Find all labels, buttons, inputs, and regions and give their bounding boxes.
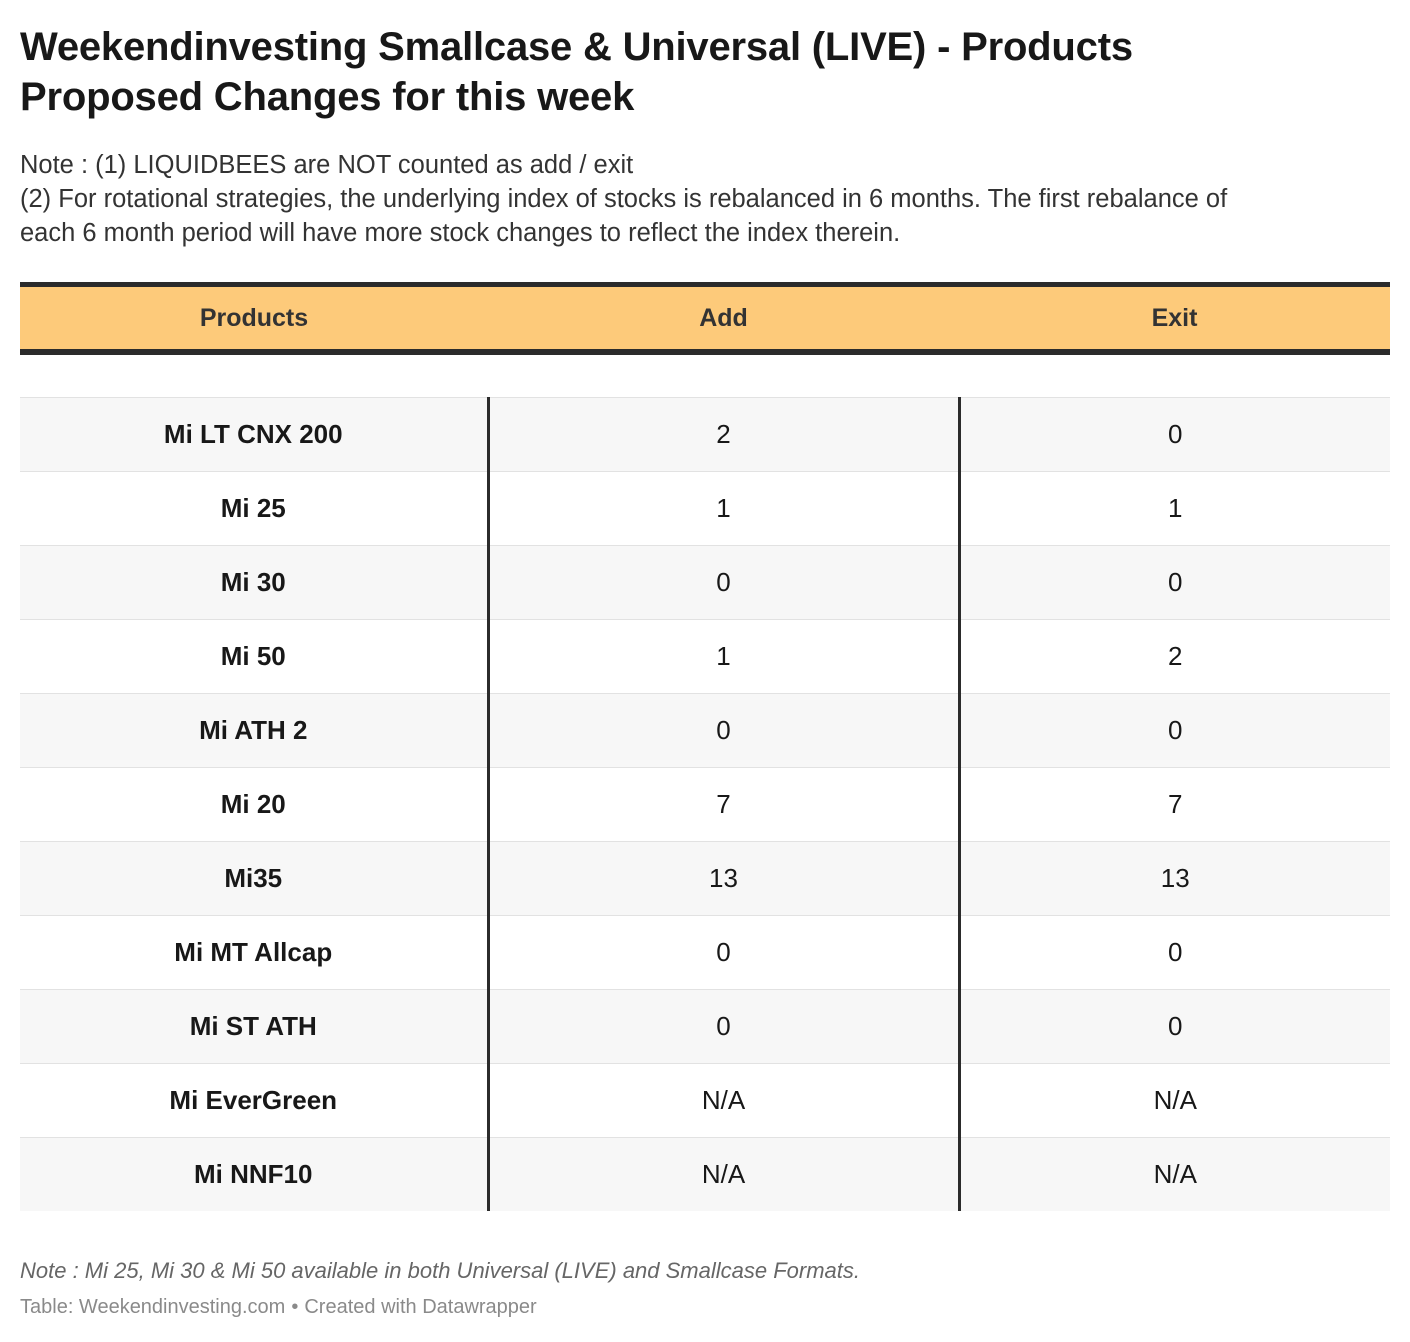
exit-cell: 13: [957, 841, 1390, 916]
table-row: Mi 30 0 0: [20, 545, 1390, 620]
note-line-3: each 6 month period will have more stock…: [20, 219, 901, 247]
changes-table: Products Add Exit Mi LT CNX 200 2 0 Mi 2…: [20, 282, 1390, 1211]
add-cell: N/A: [486, 1137, 959, 1211]
add-cell: 0: [486, 693, 959, 768]
product-cell: Mi ST ATH: [20, 989, 488, 1064]
add-cell: 7: [486, 767, 959, 842]
add-cell: 1: [486, 619, 959, 694]
table-row: Mi 20 7 7: [20, 767, 1390, 842]
table-row: Mi 25 1 1: [20, 471, 1390, 546]
column-header-exit[interactable]: Exit: [959, 282, 1390, 355]
table-row: Mi ST ATH 0 0: [20, 989, 1390, 1064]
add-cell: 1: [486, 471, 959, 546]
table-row: Mi NNF10 N/A N/A: [20, 1137, 1390, 1211]
description-notes: Note : (1) LIQUIDBEES are NOT counted as…: [20, 148, 1390, 250]
exit-cell: 0: [957, 989, 1390, 1064]
exit-cell: 2: [957, 619, 1390, 694]
add-cell: 0: [486, 915, 959, 990]
product-cell: Mi 50: [20, 619, 488, 694]
product-cell: Mi 25: [20, 471, 488, 546]
exit-cell: 0: [957, 545, 1390, 620]
add-cell: 2: [486, 397, 959, 472]
page-title: Weekendinvesting Smallcase & Universal (…: [20, 22, 1220, 122]
product-cell: Mi EverGreen: [20, 1063, 488, 1138]
add-cell: N/A: [486, 1063, 959, 1138]
table-header-row: Products Add Exit: [20, 282, 1390, 355]
datawrapper-link[interactable]: Created with Datawrapper: [304, 1296, 537, 1318]
exit-cell: 0: [957, 397, 1390, 472]
title-line-2: Proposed Changes for this week: [20, 75, 635, 119]
product-cell: Mi35: [20, 841, 488, 916]
exit-cell: N/A: [957, 1063, 1390, 1138]
product-cell: Mi MT Allcap: [20, 915, 488, 990]
add-cell: 0: [486, 545, 959, 620]
product-cell: Mi 30: [20, 545, 488, 620]
credit-separator: •: [291, 1296, 299, 1318]
note-line-1: Note : (1) LIQUIDBEES are NOT counted as…: [20, 151, 634, 179]
exit-cell: N/A: [957, 1137, 1390, 1211]
note-line-2: (2) For rotational strategies, the under…: [20, 185, 1228, 213]
table-row: Mi ATH 2 0 0: [20, 693, 1390, 768]
product-cell: Mi LT CNX 200: [20, 397, 488, 472]
table-row: Mi35 13 13: [20, 841, 1390, 916]
exit-cell: 7: [957, 767, 1390, 842]
footer-note: Note : Mi 25, Mi 30 & Mi 50 available in…: [20, 1258, 861, 1283]
table-row: Mi 50 1 2: [20, 619, 1390, 694]
column-header-products[interactable]: Products: [20, 282, 488, 355]
table-container: Weekendinvesting Smallcase & Universal (…: [20, 0, 1390, 1211]
product-cell: Mi ATH 2: [20, 693, 488, 768]
table-row: Mi LT CNX 200 2 0: [20, 397, 1390, 472]
exit-cell: 1: [957, 471, 1390, 546]
product-cell: Mi 20: [20, 767, 488, 842]
add-cell: 13: [486, 841, 959, 916]
column-header-add[interactable]: Add: [488, 282, 959, 355]
source-link[interactable]: Table: Weekendinvesting.com: [20, 1296, 286, 1318]
exit-cell: 0: [957, 693, 1390, 768]
header-spacer: [20, 352, 1390, 398]
table-row: Mi MT Allcap 0 0: [20, 915, 1390, 990]
source-credit: Table: Weekendinvesting.com • Created with…: [20, 1296, 537, 1319]
exit-cell: 0: [957, 915, 1390, 990]
product-cell: Mi NNF10: [20, 1137, 488, 1211]
table-row: Mi EverGreen N/A N/A: [20, 1063, 1390, 1138]
add-cell: 0: [486, 989, 959, 1064]
title-line-1: Weekendinvesting Smallcase & Universal (…: [20, 25, 1133, 69]
